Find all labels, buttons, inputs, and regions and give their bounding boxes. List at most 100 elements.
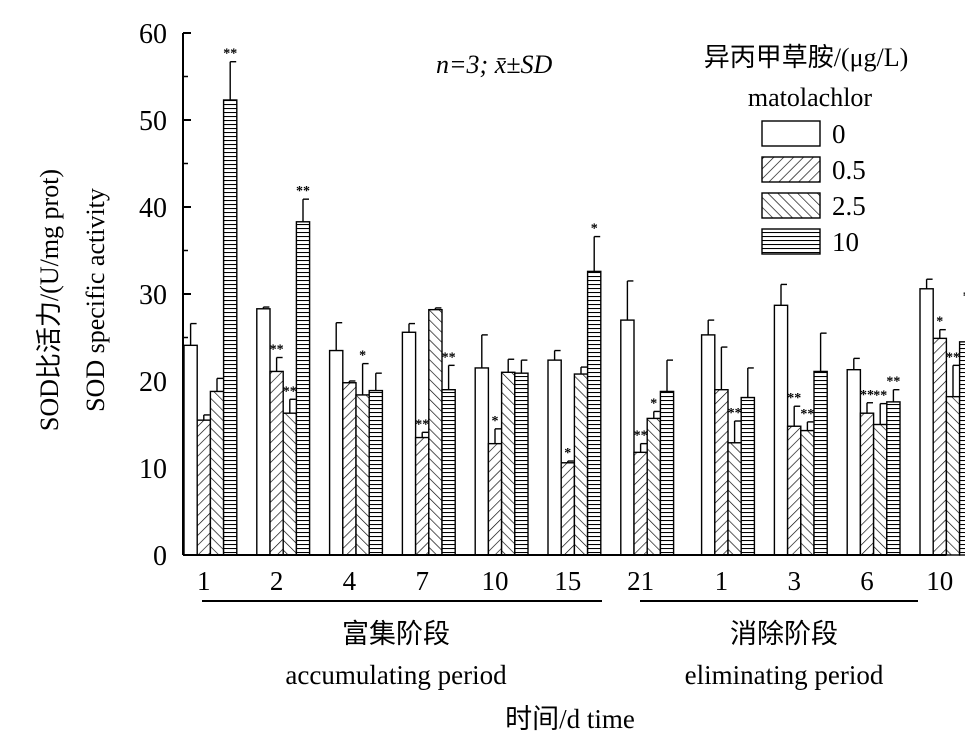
bar-0.5-day-1 [714, 389, 729, 556]
bar-10-day-1 [740, 396, 756, 556]
x-tick-label: 10 [482, 566, 509, 596]
bar-0-day-4 [328, 349, 344, 556]
significance-marker: * [564, 446, 571, 461]
legend-swatch-2.5 [761, 192, 821, 219]
significance-marker: ** [946, 350, 960, 365]
x-tick-label: 6 [860, 566, 874, 596]
bar-0-day-1 [700, 334, 716, 556]
bar-10-day-10 [514, 372, 529, 556]
y-tick-label: 10 [139, 454, 167, 485]
significance-marker: ** [442, 350, 456, 365]
legend-title-cn: 异丙甲草胺/(μg/L) [704, 43, 909, 72]
y-tick-label: 0 [153, 541, 167, 572]
bar-0-day-1 [183, 344, 198, 556]
bar-10-day-3 [813, 370, 828, 556]
y-axis-title-en: SOD specific activity [81, 188, 110, 412]
bar-0-day-21 [620, 319, 635, 556]
eliminating-period-label-cn: 消除阶段 [730, 619, 838, 649]
legend-label-0.5: 0.5 [832, 155, 866, 185]
bar-0.5-day-2 [269, 370, 284, 556]
bar-0.5-day-10 [932, 337, 948, 556]
bar-2.5-day-4 [355, 394, 370, 556]
significance-marker: ** [223, 47, 237, 62]
legend: 异丙甲草胺/(μg/L) matolachlor 0 0.5 2.5 10 [704, 43, 909, 257]
bar-2.5-day-6 [872, 423, 888, 556]
bar-0-day-3 [773, 304, 789, 556]
y-tick-label: 30 [139, 280, 167, 311]
bar-2.5-day-15 [573, 373, 589, 556]
bar-2.5-day-1 [209, 390, 225, 556]
y-tick-label: 50 [139, 106, 167, 137]
x-axis-tick-labels: 12471015211361015 [197, 566, 953, 596]
x-tick-label: 1 [197, 566, 211, 596]
significance-marker: ** [728, 406, 742, 421]
significance-marker: * [650, 396, 657, 411]
bar-0-day-7 [401, 331, 417, 556]
x-tick-label: 1 [715, 566, 729, 596]
significance-marker: ** [283, 384, 297, 399]
bar-0.5-day-1 [196, 419, 212, 556]
bar-0-day-2 [256, 308, 271, 556]
bar-0.5-day-3 [786, 425, 802, 556]
x-tick-label: 2 [270, 566, 284, 596]
bar-10-day-4 [368, 389, 384, 556]
bar-10-day-2 [295, 221, 311, 556]
bar-2.5-day-7 [428, 308, 443, 556]
bar-2.5-day-2 [282, 412, 298, 556]
bar-2.5-day-3 [800, 429, 815, 556]
bar-0.5-day-4 [342, 382, 357, 556]
x-tick-label: 21 [627, 566, 654, 596]
bar-10-day-10 [958, 341, 965, 556]
y-axis-ticks: 0 10 20 30 40 50 60 [139, 19, 191, 572]
bar-0-day-6 [846, 368, 862, 556]
y-tick-label: 20 [139, 367, 167, 398]
significance-marker: ** [886, 375, 900, 390]
bar-2.5-day-1 [727, 442, 742, 556]
significance-marker: ** [296, 184, 310, 199]
y-tick-label: 40 [139, 193, 167, 224]
bar-0-day-10 [919, 288, 934, 556]
bar-2.5-day-10 [945, 395, 961, 556]
bar-0.5-day-6 [859, 412, 875, 556]
legend-swatch-0.5 [761, 156, 821, 183]
legend-title-en: matolachlor [748, 83, 873, 112]
significance-marker: * [591, 222, 598, 237]
significance-marker: * [963, 289, 965, 304]
bar-2.5-day-21 [646, 417, 662, 556]
bar-0.5-day-7 [414, 436, 430, 556]
bar-10-day-7 [441, 389, 456, 556]
bar-0.5-day-15 [560, 462, 576, 556]
x-axis-title: 时间/d time [505, 704, 635, 734]
accumulating-period-label-cn: 富集阶段 [342, 619, 450, 649]
significance-marker: ** [873, 389, 887, 404]
legend-swatch-10 [761, 228, 821, 255]
significance-marker: * [359, 349, 366, 364]
significance-marker: ** [634, 429, 648, 444]
significance-marker: ** [800, 407, 814, 422]
accumulating-period-label-en: accumulating period [285, 660, 507, 690]
bar-0-day-15 [547, 359, 562, 556]
bar-series-group: *************************************** [183, 47, 965, 556]
bar-10-day-21 [659, 390, 675, 556]
x-tick-label: 3 [787, 566, 801, 596]
legend-label-0: 0 [832, 119, 846, 149]
x-tick-label: 10 [926, 566, 953, 596]
bar-0.5-day-21 [633, 451, 648, 556]
significance-marker: ** [787, 391, 801, 406]
stats-annotation: n=3; x̄±SD [436, 50, 553, 79]
bar-10-day-15 [586, 270, 602, 556]
x-tick-label: 7 [415, 566, 429, 596]
legend-label-2.5: 2.5 [832, 191, 866, 221]
significance-marker: * [936, 315, 943, 330]
bar-10-day-6 [886, 401, 901, 556]
bar-0-day-10 [474, 367, 490, 556]
legend-label-10: 10 [832, 227, 859, 257]
x-tick-label: 4 [343, 566, 357, 596]
y-axis-title-cn: SOD比活力/(U/mg prot) [35, 169, 64, 431]
bar-2.5-day-10 [500, 371, 516, 556]
eliminating-period-label-en: eliminating period [685, 660, 884, 690]
legend-swatch-0 [761, 120, 821, 147]
significance-marker: ** [270, 343, 284, 358]
bar-10-day-1 [222, 99, 238, 556]
